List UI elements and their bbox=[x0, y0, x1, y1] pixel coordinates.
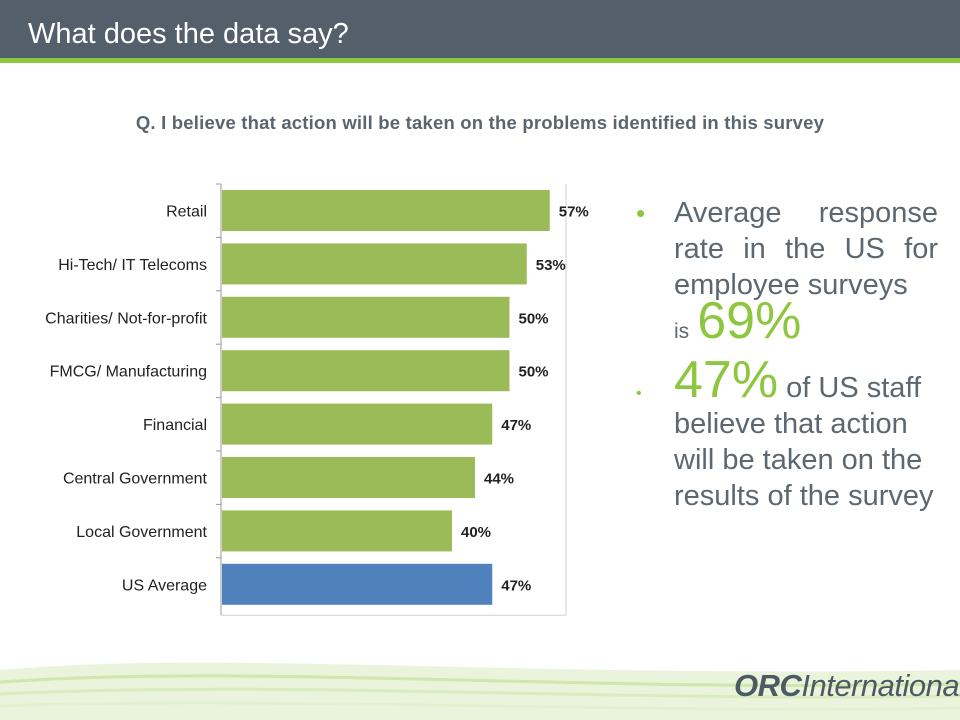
value-label: 47% bbox=[501, 577, 531, 594]
category-label: Charities/ Not-for-profit bbox=[45, 310, 207, 327]
key-findings: • Average response rate in the US for em… bbox=[628, 195, 938, 514]
value-label: 44% bbox=[484, 471, 514, 488]
bullet-1-is: is bbox=[674, 320, 690, 343]
header-bar bbox=[0, 0, 960, 58]
category-label: Financial bbox=[143, 417, 207, 434]
bullet-1-text: Average response rate in the US for empl… bbox=[674, 197, 938, 301]
bullet-2-text: of US staff believe that action will be … bbox=[674, 372, 934, 512]
bullet-dot-icon: • bbox=[636, 198, 646, 228]
category-label: FMCG/ Manufacturing bbox=[50, 364, 207, 381]
response-rate-value: 69% bbox=[697, 292, 802, 350]
action-belief-value: 47% bbox=[674, 351, 779, 409]
bar bbox=[222, 296, 510, 338]
category-label: US Average bbox=[122, 577, 207, 594]
category-label: Retail bbox=[166, 204, 207, 221]
header-accent-line bbox=[0, 58, 960, 63]
category-label: Local Government bbox=[76, 524, 207, 541]
value-label: 53% bbox=[536, 257, 566, 274]
value-label: 50% bbox=[519, 310, 549, 327]
company-logo: ORCInternational bbox=[734, 668, 960, 704]
logo-international: International bbox=[801, 668, 960, 703]
bullet-dot-icon: • bbox=[636, 385, 642, 402]
category-label: Central Government bbox=[63, 471, 208, 488]
logo-orc: ORC bbox=[734, 668, 802, 703]
bar bbox=[222, 457, 475, 498]
page-title: What does the data say? bbox=[28, 18, 349, 50]
chart-question: Q. I believe that action will be taken o… bbox=[135, 112, 825, 133]
category-label: Hi-Tech/ IT Telecoms bbox=[58, 257, 207, 274]
value-label: 50% bbox=[519, 364, 549, 381]
bar-chart: Retail 57% Hi-Tech/ IT Telecoms 53% Charitie… bbox=[45, 183, 589, 616]
decorative-swoosh bbox=[0, 662, 960, 720]
bar bbox=[222, 243, 527, 285]
value-label: 57% bbox=[559, 204, 589, 221]
bullet-action-belief: • 47% of US staff believe that action wi… bbox=[628, 354, 938, 514]
bar bbox=[222, 350, 510, 392]
value-label: 40% bbox=[461, 524, 491, 541]
bar bbox=[222, 563, 493, 605]
bullet-response-rate: • Average response rate in the US for em… bbox=[628, 195, 938, 350]
bar bbox=[222, 510, 452, 552]
value-label: 47% bbox=[501, 417, 531, 434]
bar bbox=[222, 190, 550, 231]
bar bbox=[222, 403, 493, 445]
